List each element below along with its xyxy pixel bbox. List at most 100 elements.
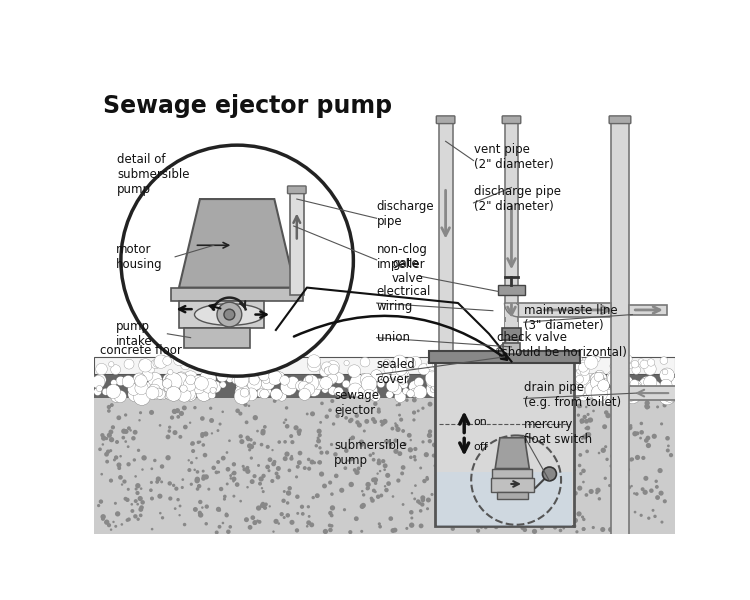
- Circle shape: [94, 374, 106, 386]
- Circle shape: [552, 510, 555, 513]
- Circle shape: [561, 492, 564, 495]
- Circle shape: [552, 388, 564, 400]
- Circle shape: [156, 361, 162, 367]
- Circle shape: [278, 440, 281, 444]
- Circle shape: [640, 422, 643, 425]
- Circle shape: [506, 453, 510, 457]
- Circle shape: [283, 516, 286, 519]
- Circle shape: [523, 428, 526, 431]
- Circle shape: [519, 476, 524, 482]
- Circle shape: [333, 452, 338, 457]
- Circle shape: [149, 410, 154, 415]
- Circle shape: [427, 359, 438, 370]
- Circle shape: [298, 388, 310, 400]
- Circle shape: [174, 487, 178, 491]
- Circle shape: [128, 383, 140, 395]
- Circle shape: [481, 365, 494, 377]
- Circle shape: [259, 476, 264, 482]
- Circle shape: [518, 514, 524, 520]
- Circle shape: [99, 499, 104, 504]
- Circle shape: [433, 464, 436, 467]
- Circle shape: [384, 485, 386, 488]
- Circle shape: [494, 381, 506, 392]
- Circle shape: [150, 481, 153, 484]
- Circle shape: [449, 380, 464, 395]
- Circle shape: [305, 375, 313, 383]
- Circle shape: [167, 481, 172, 485]
- Circle shape: [146, 386, 159, 400]
- Bar: [628, 386, 676, 400]
- Circle shape: [386, 473, 390, 478]
- Circle shape: [458, 388, 466, 397]
- Circle shape: [334, 373, 344, 383]
- Circle shape: [110, 403, 114, 407]
- Circle shape: [660, 379, 672, 391]
- Circle shape: [222, 521, 224, 524]
- Circle shape: [469, 496, 472, 499]
- Circle shape: [436, 392, 445, 401]
- Circle shape: [101, 443, 104, 446]
- Circle shape: [272, 460, 277, 464]
- Circle shape: [104, 520, 110, 525]
- Circle shape: [348, 383, 362, 397]
- Circle shape: [580, 367, 590, 376]
- Polygon shape: [505, 303, 518, 317]
- Circle shape: [122, 376, 134, 388]
- Circle shape: [354, 470, 360, 475]
- Circle shape: [532, 444, 537, 449]
- Circle shape: [106, 449, 110, 454]
- Circle shape: [627, 468, 630, 471]
- Circle shape: [459, 383, 476, 400]
- Text: discharge
pipe: discharge pipe: [376, 200, 434, 229]
- Circle shape: [647, 359, 655, 366]
- Bar: [94, 357, 675, 374]
- FancyBboxPatch shape: [609, 116, 631, 124]
- Circle shape: [586, 432, 591, 437]
- Circle shape: [134, 514, 137, 518]
- Circle shape: [236, 409, 240, 413]
- Circle shape: [635, 431, 640, 436]
- Circle shape: [113, 458, 116, 461]
- Circle shape: [667, 445, 670, 447]
- Circle shape: [220, 456, 226, 461]
- Circle shape: [523, 527, 527, 532]
- Circle shape: [644, 404, 650, 409]
- Circle shape: [476, 529, 480, 533]
- Circle shape: [662, 403, 667, 407]
- Circle shape: [109, 437, 114, 442]
- Circle shape: [254, 379, 266, 390]
- Circle shape: [176, 357, 184, 366]
- Circle shape: [191, 449, 195, 453]
- Circle shape: [280, 379, 297, 395]
- Circle shape: [135, 375, 147, 387]
- Circle shape: [198, 500, 202, 504]
- Circle shape: [106, 385, 121, 398]
- Circle shape: [198, 512, 203, 518]
- Circle shape: [245, 466, 250, 470]
- Circle shape: [610, 413, 615, 418]
- Circle shape: [584, 373, 600, 390]
- Circle shape: [644, 476, 649, 481]
- Circle shape: [598, 452, 600, 454]
- Circle shape: [276, 466, 280, 471]
- Circle shape: [626, 383, 638, 395]
- Circle shape: [535, 520, 538, 523]
- Circle shape: [607, 371, 620, 385]
- Circle shape: [335, 414, 340, 418]
- Circle shape: [498, 362, 508, 373]
- Circle shape: [395, 427, 400, 432]
- Circle shape: [613, 469, 615, 472]
- Circle shape: [546, 448, 549, 451]
- Circle shape: [621, 404, 626, 409]
- Circle shape: [124, 429, 128, 434]
- Circle shape: [621, 499, 626, 503]
- Circle shape: [441, 428, 446, 433]
- Circle shape: [148, 384, 160, 396]
- Circle shape: [131, 377, 142, 388]
- Circle shape: [324, 367, 329, 372]
- Circle shape: [144, 381, 158, 394]
- Circle shape: [600, 527, 605, 532]
- Circle shape: [129, 429, 132, 431]
- Circle shape: [577, 511, 582, 517]
- Circle shape: [419, 509, 422, 512]
